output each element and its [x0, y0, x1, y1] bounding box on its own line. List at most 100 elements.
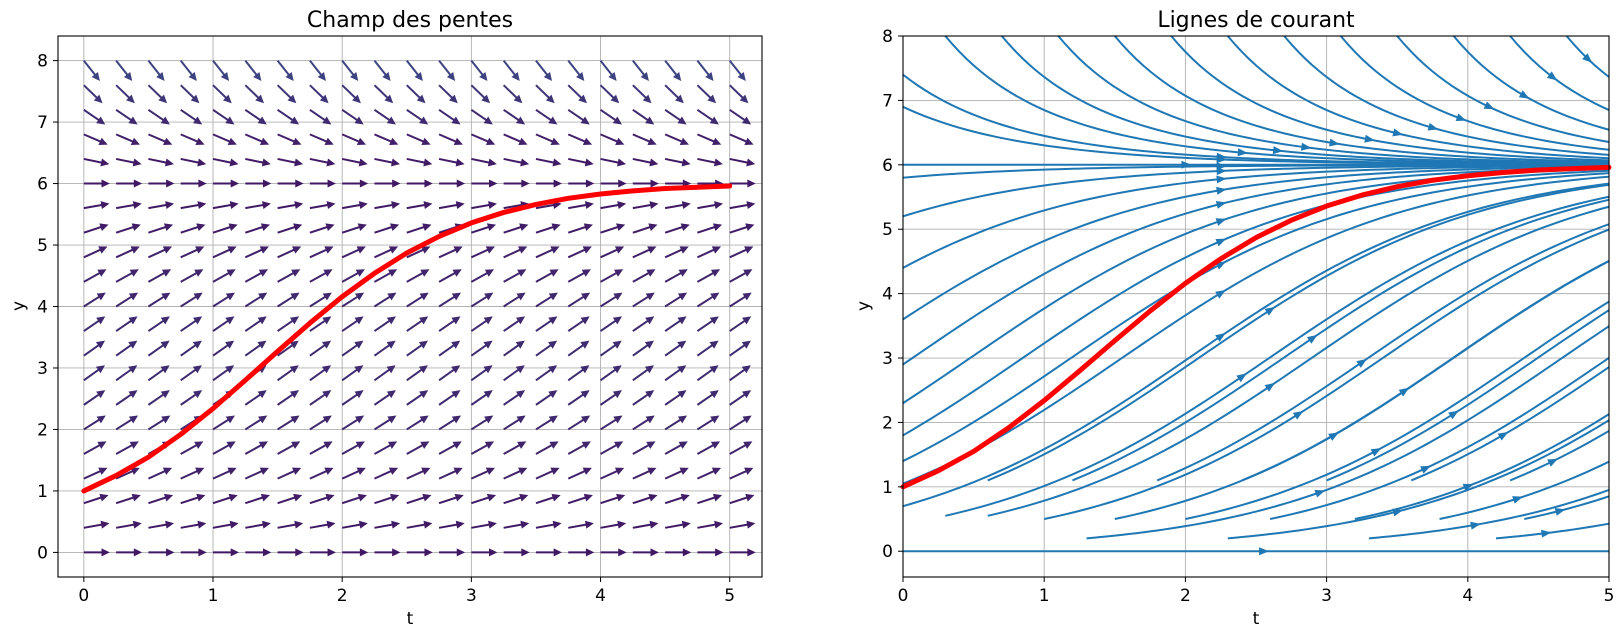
streamline	[902, 165, 1610, 321]
streamline-arrowhead	[1518, 90, 1530, 99]
slope-arrow	[309, 201, 336, 210]
slope-arrow	[244, 441, 269, 455]
slope-arrow	[309, 59, 326, 82]
slope-arrow	[664, 467, 689, 480]
slope-arrow	[341, 269, 365, 283]
streamline	[902, 166, 1610, 366]
slope-arrow	[729, 201, 756, 210]
slope-arrow	[374, 548, 401, 557]
slope-arrow	[664, 493, 690, 505]
stream-x-ticks: 0 1 2 3 4 5	[898, 577, 1614, 606]
slope-arrow	[212, 133, 237, 146]
slope-arrow	[503, 269, 527, 283]
slope-arrow	[212, 340, 235, 357]
slope-arrow	[244, 133, 270, 146]
slope-arrow	[147, 415, 171, 431]
solution-curve	[900, 164, 1612, 490]
y-tick-label: 5	[37, 236, 48, 256]
slope-arrow	[342, 520, 368, 529]
x-tick-label: 3	[1321, 586, 1332, 606]
slope-arrow	[244, 269, 269, 283]
streamline-arrowhead	[1264, 382, 1276, 392]
slope-arrow	[83, 316, 106, 332]
slope-arrow	[470, 441, 495, 455]
streamline	[987, 183, 1610, 482]
slope-arrow	[277, 415, 300, 431]
slope-arrow	[244, 340, 267, 357]
streamline-arrowhead	[1264, 306, 1276, 316]
slope-arrow	[729, 390, 752, 406]
slope-arrow	[535, 548, 562, 557]
slope-arrow	[148, 246, 173, 259]
slope-arrow	[599, 84, 620, 104]
slope-arrow	[341, 108, 364, 125]
slope-arrow	[729, 467, 754, 480]
stream-panel: Lignes de courant 0 1 2 3 4 5 0 1 2 3 4 5 6 7 8 t y	[854, 8, 1614, 629]
slope-arrow	[664, 157, 691, 167]
slope-arrow	[406, 84, 426, 104]
streamline	[1452, 35, 1610, 131]
slope-arrow	[664, 292, 688, 308]
y-tick-label: 6	[882, 156, 893, 176]
slope-arrow	[83, 390, 106, 406]
slope-arrow	[729, 157, 756, 167]
slope-arrow	[309, 493, 335, 505]
streamline-arrowhead	[1215, 332, 1226, 342]
slope-arrow	[438, 108, 461, 125]
slope-arrow	[599, 316, 622, 332]
slope-arrow	[696, 84, 717, 104]
slope-arrow	[438, 292, 462, 308]
slope-arrow	[697, 133, 722, 146]
slope-arrow	[406, 316, 429, 332]
slope-arrow	[180, 133, 205, 146]
streamline-arrowhead	[1470, 521, 1481, 530]
slope-arrow	[664, 133, 689, 146]
slope-arrow	[471, 520, 497, 529]
slope-arrow	[470, 292, 494, 308]
slope-arrow	[438, 133, 463, 146]
slope-field-x-ticks: 0 1 2 3 4 5	[78, 577, 735, 606]
slope-arrow	[406, 415, 429, 431]
slope-arrow	[535, 157, 562, 167]
slope-arrow	[116, 179, 143, 188]
slope-arrow	[212, 493, 238, 505]
streamline-arrowhead	[1512, 496, 1523, 504]
slope-arrow	[374, 201, 401, 210]
slope-arrow	[535, 223, 561, 234]
slope-arrow	[309, 365, 332, 382]
slope-arrow	[535, 108, 558, 125]
slope-field-xlabel: t	[407, 609, 414, 629]
streamline	[945, 195, 1610, 517]
slope-arrow	[600, 133, 625, 146]
slope-arrow	[600, 520, 627, 529]
slope-arrow	[664, 246, 689, 259]
streamline	[902, 164, 1610, 269]
slope-arrow	[632, 179, 659, 188]
streamline-arrowhead	[1356, 358, 1367, 368]
x-tick-label: 5	[724, 586, 735, 606]
slope-arrow	[438, 441, 462, 455]
slope-arrow	[535, 340, 558, 357]
slope-arrow	[728, 59, 746, 82]
slope-arrow	[212, 415, 235, 431]
slope-arrow	[470, 269, 495, 283]
slope-arrow	[341, 292, 365, 308]
streamline	[1396, 35, 1610, 143]
slope-arrow	[664, 365, 687, 382]
slope-arrow	[180, 201, 207, 210]
slope-arrow	[213, 179, 240, 188]
slope-arrow	[503, 340, 525, 357]
slope-field-ylabel: y	[9, 301, 29, 311]
slope-arrow	[179, 59, 197, 82]
slope-arrow	[277, 223, 303, 234]
slope-field-panel: Champ des pentes 0 1 2 3 4 5 0 1 2 3 4 5 6 7 8 t y	[9, 8, 763, 629]
slope-arrow	[244, 84, 265, 104]
streamline-arrowhead	[1420, 465, 1431, 474]
slope-arrow	[148, 201, 175, 210]
streamline	[1185, 300, 1610, 521]
slope-arrow	[406, 390, 429, 406]
slope-arrow	[664, 415, 688, 431]
slope-arrow	[535, 179, 562, 188]
slope-arrow	[83, 365, 106, 382]
y-tick-label: 0	[37, 543, 48, 563]
